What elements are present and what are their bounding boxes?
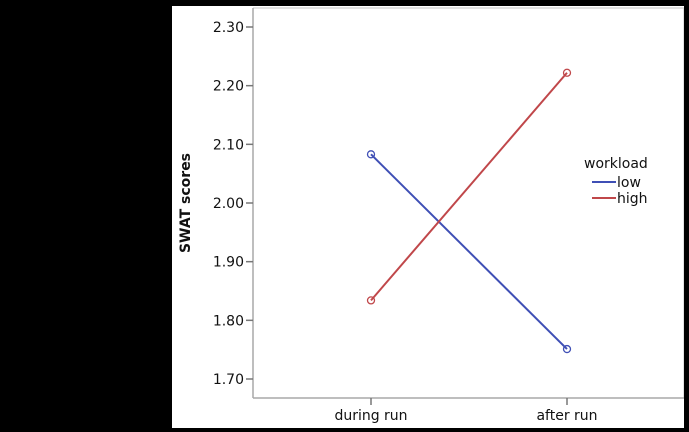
series-line-high	[370, 72, 568, 302]
y-tick-label: 2.30	[213, 20, 244, 36]
chart-panel: 1.70 1.80 1.90 2.00 2.10 2.20 2.30 during run af…	[172, 6, 684, 428]
legend-label-high: high	[617, 191, 648, 207]
y-tick-label: 2.10	[213, 137, 244, 153]
y-tick-label: 2.00	[213, 196, 244, 212]
series-line-low	[370, 153, 568, 350]
data-point-low	[562, 344, 572, 354]
line-chart: 1.70 1.80 1.90 2.00 2.10 2.20 2.30 during run af…	[178, 7, 684, 424]
data-point-high	[366, 296, 376, 305]
y-axis-title: SWAT scores	[178, 153, 194, 253]
x-tick-label: during run	[334, 408, 407, 424]
data-point-high	[562, 68, 572, 77]
y-tick-label: 1.70	[213, 372, 244, 388]
legend-title: workload	[584, 156, 648, 172]
y-tick-label: 1.90	[213, 255, 244, 271]
data-point-low	[366, 150, 376, 159]
x-tick-label: after run	[536, 408, 597, 424]
plot-frame	[253, 7, 684, 398]
legend-label-low: low	[617, 175, 641, 191]
y-tick-label: 1.80	[213, 313, 244, 329]
y-tick-label: 2.20	[213, 79, 244, 95]
